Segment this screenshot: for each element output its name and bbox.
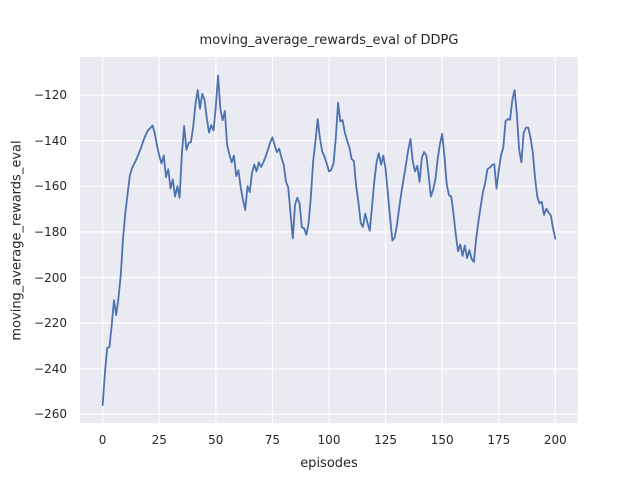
y-tick-label: −120 bbox=[34, 88, 67, 103]
chart-title: moving_average_rewards_eval of DDPG bbox=[199, 33, 459, 48]
x-tick-label: 150 bbox=[430, 433, 454, 447]
x-tick-label: 100 bbox=[317, 433, 341, 447]
y-tick-label: −140 bbox=[34, 133, 67, 148]
x-tick-label: 75 bbox=[264, 433, 281, 447]
reward-series-line bbox=[101, 74, 557, 407]
x-axis-label: episodes bbox=[300, 456, 358, 471]
y-tick-label: −240 bbox=[34, 361, 67, 376]
x-tick-label: 0 bbox=[98, 433, 107, 447]
y-tick-label: −160 bbox=[34, 179, 67, 194]
y-tick-label: −220 bbox=[34, 316, 67, 331]
y-tick-label: −180 bbox=[34, 224, 67, 239]
x-tick-label: 175 bbox=[487, 433, 511, 447]
x-tick-label: 25 bbox=[151, 433, 167, 447]
x-tick-label: 200 bbox=[543, 433, 567, 447]
y-tick-label: −260 bbox=[34, 407, 67, 422]
y-tick-label: −200 bbox=[34, 270, 67, 285]
x-tick-label: 125 bbox=[374, 433, 398, 447]
x-tick-label: 50 bbox=[208, 433, 224, 447]
